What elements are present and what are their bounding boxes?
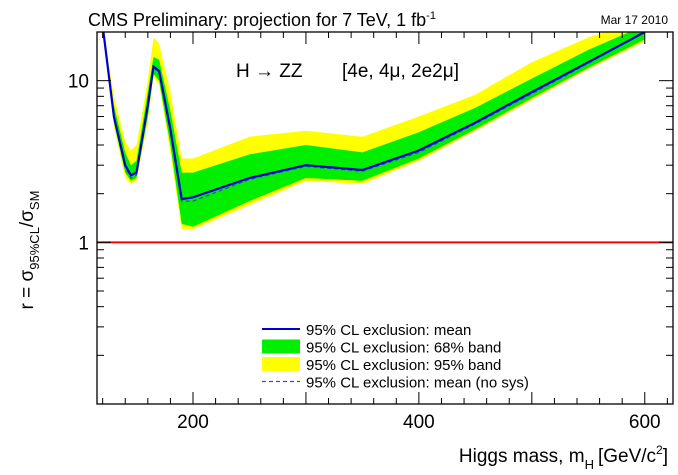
legend-label: 95% CL exclusion: 95% band [306,357,501,374]
series-line-mean-no-sys [102,32,646,202]
x-tick-label: 600 [629,412,661,433]
y-axis-ticks: 1 10 [68,31,673,405]
legend-swatch [262,357,300,371]
x-axis-ticks: 200 400 600 [102,32,668,433]
legend-label: 95% CL exclusion: mean (no sys) [306,375,529,392]
x-tick-label: 200 [177,412,209,433]
legend-label: 95% CL exclusion: 68% band [306,340,501,357]
chart-date: Mar 17 2010 [601,13,669,27]
legend-swatch [262,339,300,354]
series-line-mean [102,32,646,201]
process-annotation: H → ZZ [236,61,303,82]
plot-frame [96,31,674,405]
channels-annotation: [4e, 4μ, 2e2μ] [342,61,459,82]
band-68-percent [103,32,645,227]
y-axis-label: r = σ95%CL/σSM [17,191,42,310]
legend-label: 95% CL exclusion: mean [306,322,471,339]
x-axis-label: Higgs mass, mH [GeV/c2] [459,443,668,472]
chart-title: CMS Preliminary: projection for 7 TeV, 1… [88,10,436,30]
y-tick-label: 10 [68,72,89,93]
y-tick-label: 1 [78,233,89,254]
x-tick-label: 400 [403,412,435,433]
